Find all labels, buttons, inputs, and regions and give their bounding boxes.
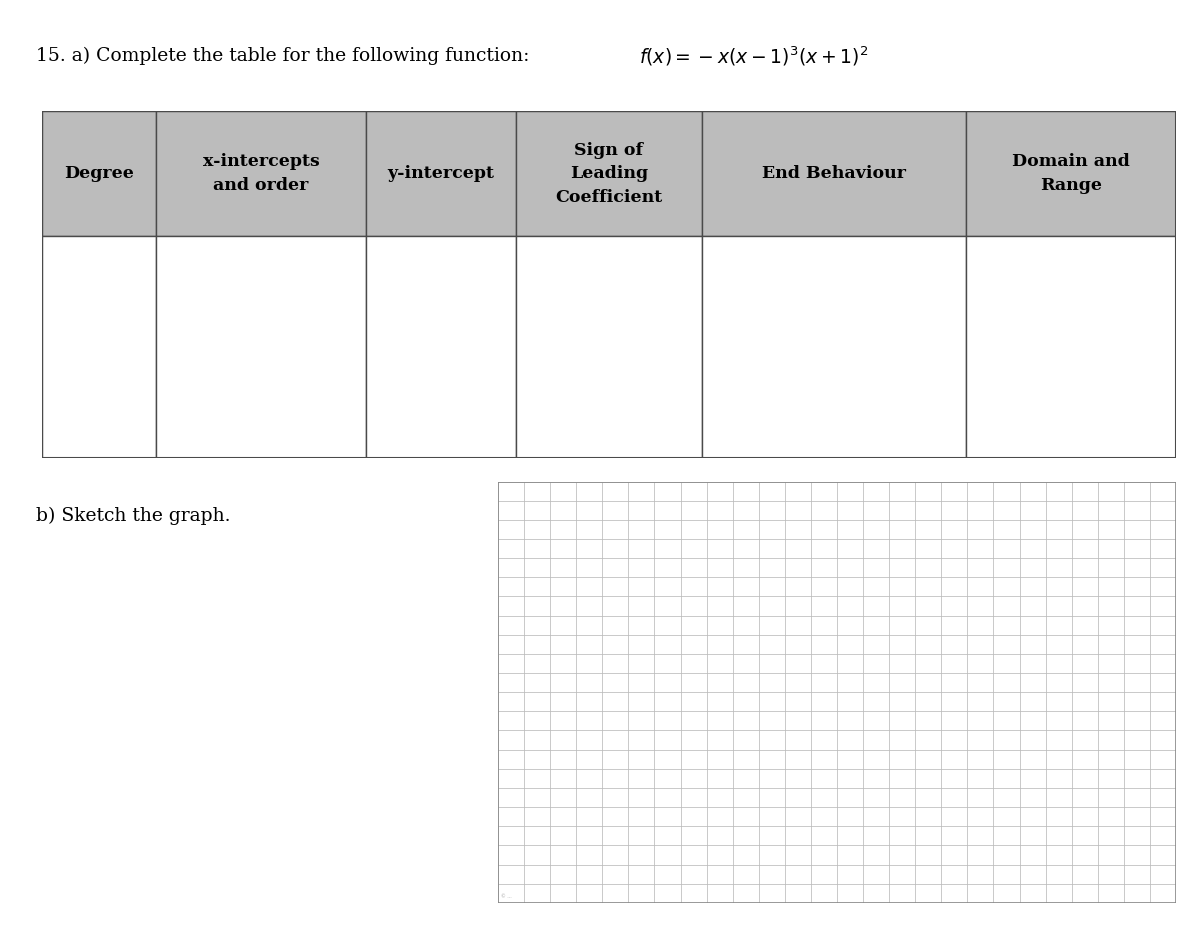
Bar: [516, 111, 702, 236]
Text: 15. a) Complete the table for the following function:: 15. a) Complete the table for the follow…: [36, 47, 535, 66]
Bar: [366, 236, 516, 458]
Bar: [42, 111, 156, 236]
Bar: [702, 236, 966, 458]
Bar: [156, 111, 366, 236]
Text: Degree: Degree: [64, 165, 134, 182]
Text: x-intercepts
and order: x-intercepts and order: [203, 154, 319, 194]
Bar: [366, 111, 516, 236]
Text: Domain and
Range: Domain and Range: [1012, 154, 1130, 194]
Text: b) Sketch the graph.: b) Sketch the graph.: [36, 507, 230, 525]
Text: y-intercept: y-intercept: [388, 165, 494, 182]
Bar: [516, 236, 702, 458]
Text: © ...: © ...: [502, 895, 512, 899]
Bar: [966, 111, 1176, 236]
Bar: [702, 111, 966, 236]
Text: Sign of
Leading
Coefficient: Sign of Leading Coefficient: [556, 142, 662, 206]
Bar: [42, 236, 156, 458]
Text: $f(x) = -x(x - 1)^3(x + 1)^2$: $f(x) = -x(x - 1)^3(x + 1)^2$: [640, 44, 869, 68]
Bar: [156, 236, 366, 458]
Text: End Behaviour: End Behaviour: [762, 165, 906, 182]
Bar: [966, 236, 1176, 458]
